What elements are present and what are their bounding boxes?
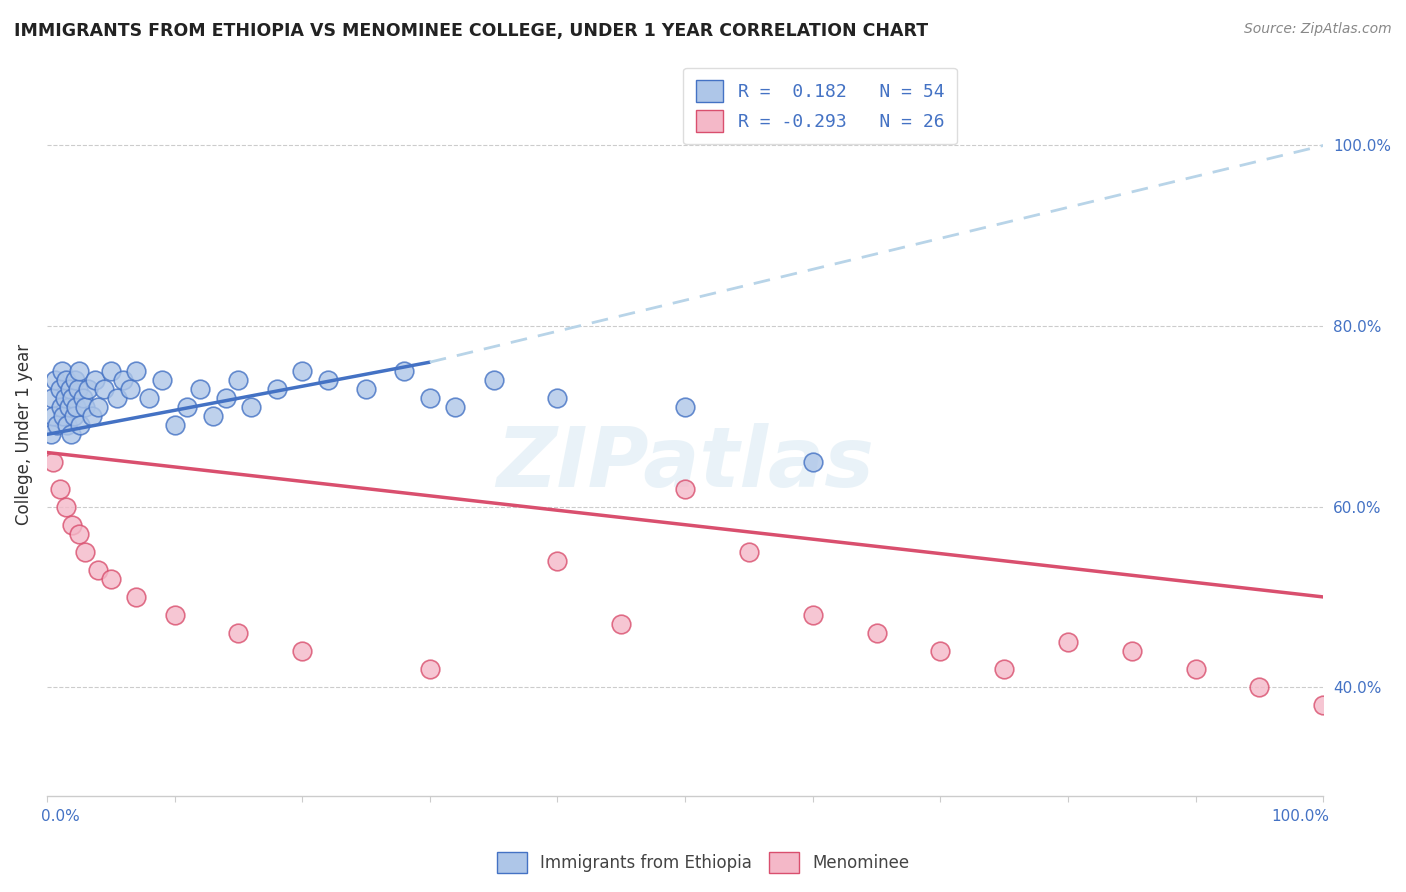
Point [42,454,65,468]
Point [62,409,84,424]
Point [801,454,824,468]
Point [993,662,1015,676]
Point [673,401,696,415]
Point [48,382,70,396]
Point [60,427,83,442]
Point [53,392,76,406]
Point [65,401,87,415]
Point [316,373,339,387]
Point [1121,644,1143,658]
Legend: Immigrants from Ethiopia, Menominee: Immigrants from Ethiopia, Menominee [491,846,915,880]
Point [1184,662,1206,676]
Point [100,572,122,586]
Point [150,373,173,387]
Point [51,364,73,378]
Point [105,392,128,406]
Point [214,392,236,406]
Point [1249,680,1271,694]
Point [291,644,314,658]
Point [228,373,250,387]
Text: IMMIGRANTS FROM ETHIOPIA VS MENOMINEE COLLEGE, UNDER 1 YEAR CORRELATION CHART: IMMIGRANTS FROM ETHIOPIA VS MENOMINEE CO… [14,22,928,40]
Point [100,364,122,378]
Point [56,418,79,433]
Point [125,364,148,378]
Point [69,418,91,433]
Point [67,364,90,378]
Point [84,373,107,387]
Text: 0.0%: 0.0% [41,809,79,824]
Point [673,482,696,496]
Point [39,427,62,442]
Point [62,517,84,532]
Point [59,382,82,396]
Point [546,554,568,568]
Point [48,482,70,496]
Point [291,364,314,378]
Point [163,418,186,433]
Point [72,392,94,406]
Point [87,563,110,577]
Point [188,382,211,396]
Point [125,590,148,604]
Point [52,409,75,424]
Point [87,401,110,415]
Point [444,401,467,415]
Point [67,526,90,541]
Point [240,401,263,415]
Point [112,373,135,387]
Point [1312,698,1334,713]
Point [55,500,77,514]
Point [801,607,824,622]
Point [266,382,288,396]
Point [610,617,633,632]
Point [66,382,89,396]
Point [118,382,141,396]
Point [201,409,224,424]
Point [228,626,250,640]
Point [76,382,98,396]
Legend: R =  0.182   N = 54, R = -0.293   N = 26: R = 0.182 N = 54, R = -0.293 N = 26 [683,68,957,145]
Point [354,382,377,396]
Point [63,373,86,387]
Point [46,418,69,433]
Point [419,662,441,676]
Point [62,392,84,406]
Point [75,401,97,415]
Text: 100.0%: 100.0% [1271,809,1330,824]
Point [865,626,887,640]
Point [93,382,115,396]
Text: ZIPatlas: ZIPatlas [496,423,875,504]
Point [738,545,761,559]
Point [55,373,77,387]
Point [482,373,505,387]
Point [58,401,80,415]
Point [80,409,103,424]
Point [138,392,160,406]
Point [44,373,66,387]
Y-axis label: College, Under 1 year: College, Under 1 year [15,343,32,525]
Point [929,644,952,658]
Point [419,392,441,406]
Point [176,401,198,415]
Point [546,392,568,406]
Point [41,392,63,406]
Point [394,364,416,378]
Text: Source: ZipAtlas.com: Source: ZipAtlas.com [1244,22,1392,37]
Point [1057,635,1080,649]
Point [163,607,186,622]
Point [49,401,72,415]
Point [42,409,65,424]
Point [75,545,97,559]
